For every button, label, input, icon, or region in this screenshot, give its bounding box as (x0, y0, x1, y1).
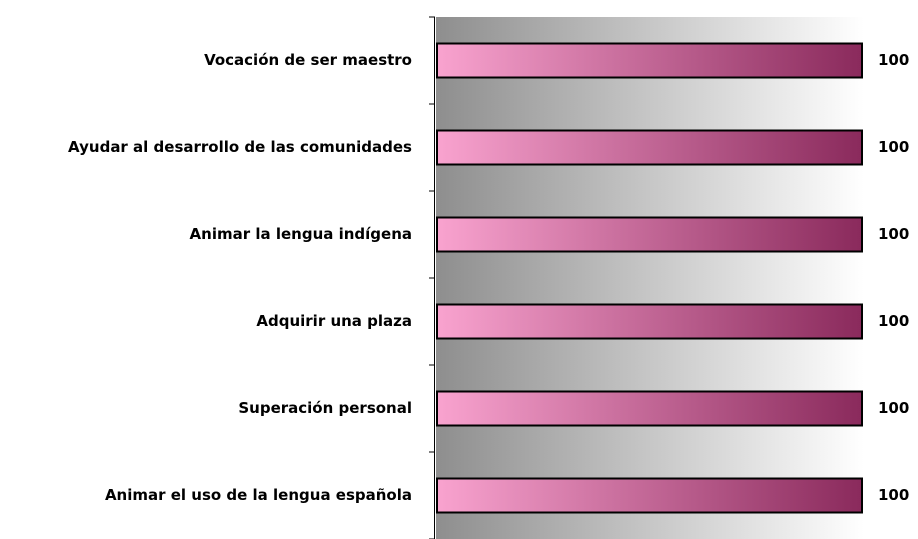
bar (436, 42, 863, 79)
value-label: 100 (878, 312, 909, 330)
value-label: 100 (878, 225, 909, 243)
y-tick-label: Adquirir una plaza (256, 312, 412, 330)
value-label: 100 (878, 486, 909, 504)
bar (436, 303, 863, 340)
value-label: 100 (878, 51, 909, 69)
y-tick-label: Vocación de ser maestro (204, 51, 412, 69)
value-label: 100 (878, 138, 909, 156)
y-tick-label: Superación personal (238, 399, 412, 417)
y-tick-label: Ayudar al desarrollo de las comunidades (68, 138, 412, 156)
bar (436, 216, 863, 253)
plot-background (436, 17, 864, 539)
y-tick-label: Animar la lengua indígena (190, 225, 412, 243)
value-label: 100 (878, 399, 909, 417)
bar (436, 390, 863, 427)
bar (436, 477, 863, 514)
y-tick-label: Animar el uso de la lengua española (105, 486, 412, 504)
bar (436, 129, 863, 166)
